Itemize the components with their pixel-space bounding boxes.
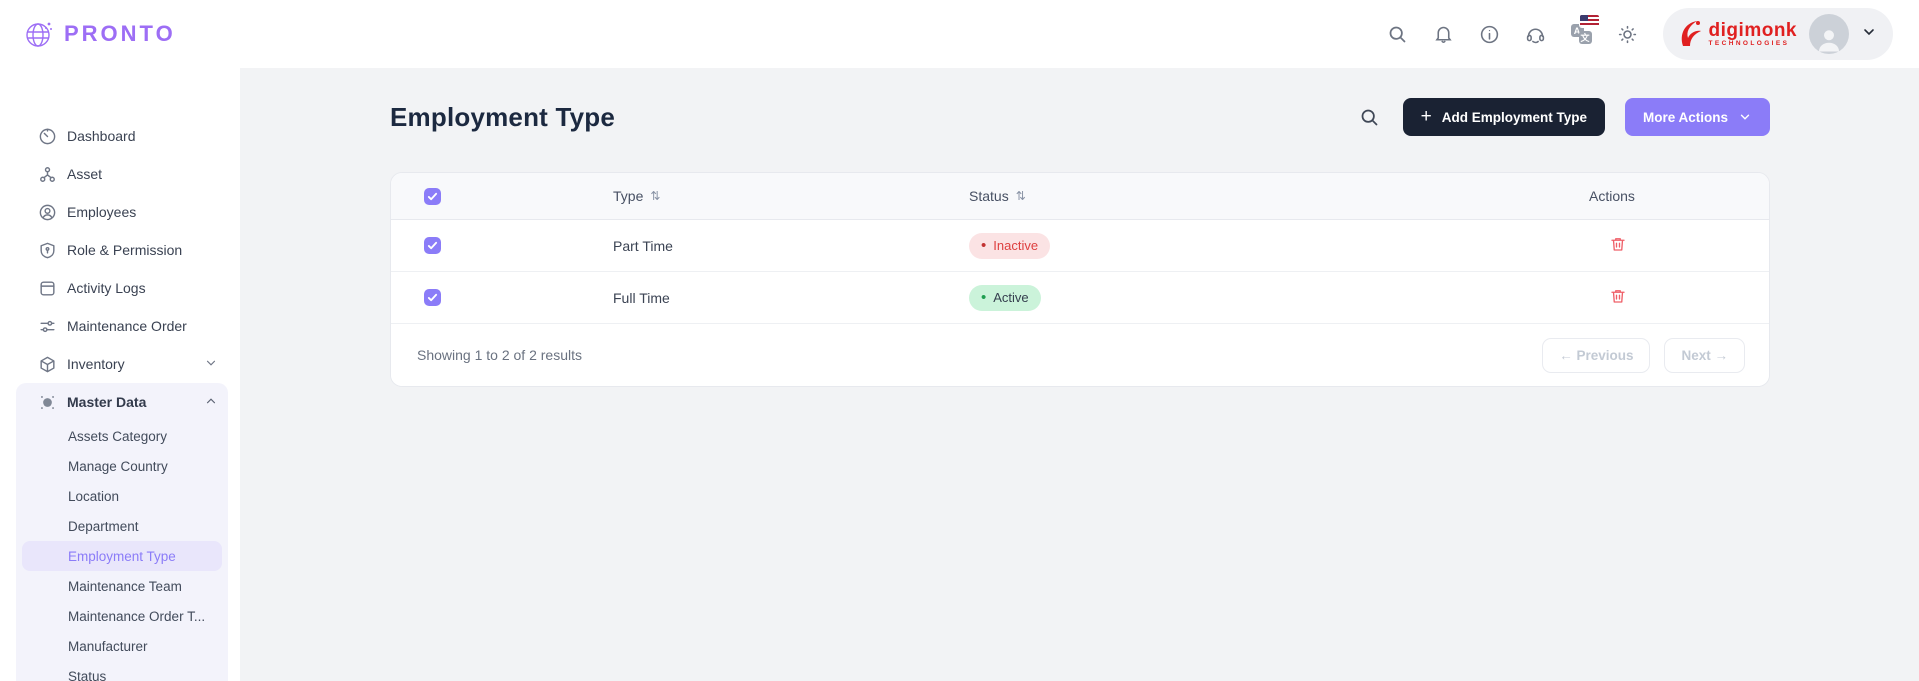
table-row: Full Time • Active bbox=[391, 272, 1769, 324]
add-employment-type-button[interactable]: + Add Employment Type bbox=[1402, 98, 1605, 136]
status-dot: • bbox=[981, 237, 987, 254]
row-checkbox[interactable] bbox=[424, 289, 441, 306]
type-cell: Full Time bbox=[613, 289, 670, 306]
plus-icon: + bbox=[1420, 105, 1432, 127]
table-footer: Showing 1 to 2 of 2 results ← Previous N… bbox=[391, 324, 1769, 386]
asset-hierarchy-icon bbox=[38, 165, 57, 184]
language-translate-icon[interactable]: A 文 bbox=[1570, 15, 1599, 45]
sidebar: Dashboard Asset Employees Role & Permiss… bbox=[0, 68, 240, 681]
sliders-icon bbox=[38, 317, 57, 336]
brand-name: PRONTO bbox=[64, 21, 176, 46]
sidebar-item-dashboard[interactable]: Dashboard bbox=[16, 117, 228, 155]
status-badge: • Active bbox=[969, 284, 1041, 311]
status-badge: • Inactive bbox=[969, 232, 1051, 259]
main-content: Employment Type + Add Employment Type Mo… bbox=[240, 68, 1919, 681]
sort-icon[interactable]: ⇅ bbox=[650, 189, 661, 203]
chevron-down-icon bbox=[204, 356, 218, 373]
theme-sun-icon[interactable] bbox=[1617, 23, 1639, 45]
company-logo: digimonk TECHNOLOGIES bbox=[1677, 18, 1797, 50]
page-title: Employment Type bbox=[390, 101, 616, 132]
sidebar-label: Role & Permission bbox=[67, 242, 183, 258]
status-label: Active bbox=[993, 290, 1029, 305]
shield-icon bbox=[38, 241, 57, 260]
table-row: Part Time • Inactive bbox=[391, 220, 1769, 272]
sidebar-subitem-employment-type[interactable]: Employment Type bbox=[22, 541, 222, 571]
sidebar-item-inventory[interactable]: Inventory bbox=[16, 345, 228, 383]
search-icon[interactable] bbox=[1387, 23, 1409, 45]
brand-logo[interactable]: PRONTO bbox=[22, 17, 176, 51]
status-dot: • bbox=[981, 289, 987, 306]
column-header-actions: Actions bbox=[1589, 188, 1635, 204]
previous-page-button[interactable]: ← Previous bbox=[1542, 337, 1651, 373]
translate-cjk-glyph: 文 bbox=[1578, 31, 1592, 44]
sort-icon[interactable]: ⇅ bbox=[1015, 189, 1026, 203]
delete-trash-icon[interactable] bbox=[1607, 235, 1629, 257]
sidebar-label: Activity Logs bbox=[67, 280, 146, 296]
profile-menu[interactable]: digimonk TECHNOLOGIES bbox=[1662, 8, 1893, 60]
sidebar-item-maintenance-order[interactable]: Maintenance Order bbox=[16, 307, 228, 345]
sidebar-label: Inventory bbox=[67, 356, 125, 372]
sidebar-subitem-assets-category[interactable]: Assets Category bbox=[68, 428, 168, 444]
results-summary: Showing 1 to 2 of 2 results bbox=[417, 347, 582, 363]
top-header: PRONTO A 文 bbox=[0, 0, 1919, 68]
sidebar-item-master-data[interactable]: Master Data bbox=[16, 383, 228, 421]
type-cell: Part Time bbox=[613, 237, 673, 254]
us-flag-icon bbox=[1579, 15, 1599, 27]
employment-type-table-card: Type ⇅ Status ⇅ Actions Part Time • bbox=[390, 172, 1770, 387]
column-header-status[interactable]: Status bbox=[969, 188, 1009, 204]
chevron-down-icon bbox=[1740, 114, 1750, 120]
table-search-icon[interactable] bbox=[1359, 105, 1383, 129]
row-checkbox[interactable] bbox=[424, 237, 441, 254]
company-name: digimonk bbox=[1708, 19, 1797, 41]
chevron-up-icon bbox=[204, 394, 218, 411]
employees-icon bbox=[38, 203, 57, 222]
support-headset-icon[interactable] bbox=[1525, 23, 1547, 45]
sidebar-item-role-permission[interactable]: Role & Permission bbox=[16, 231, 228, 269]
user-avatar[interactable] bbox=[1809, 14, 1849, 54]
sidebar-label: Dashboard bbox=[67, 128, 136, 144]
sidebar-item-employees[interactable]: Employees bbox=[16, 193, 228, 231]
sidebar-subitem-manufacturer[interactable]: Manufacturer bbox=[68, 638, 148, 654]
sidebar-label: Asset bbox=[67, 166, 103, 182]
sidebar-subitem-maintenance-team[interactable]: Maintenance Team bbox=[68, 578, 182, 594]
globe-logo-icon bbox=[26, 22, 52, 47]
delete-trash-icon[interactable] bbox=[1607, 287, 1629, 309]
more-actions-button[interactable]: More Actions bbox=[1624, 98, 1770, 136]
more-actions-label: More Actions bbox=[1642, 109, 1728, 125]
cube-icon bbox=[38, 355, 57, 374]
status-label: Inactive bbox=[993, 238, 1039, 253]
add-button-label: Add Employment Type bbox=[1441, 109, 1587, 125]
next-page-button[interactable]: Next → bbox=[1664, 337, 1745, 373]
sidebar-subitem-maintenance-order-type[interactable]: Maintenance Order T... bbox=[68, 608, 206, 624]
activity-logs-icon bbox=[38, 279, 57, 298]
notifications-bell-icon[interactable] bbox=[1433, 23, 1455, 45]
company-tagline: TECHNOLOGIES bbox=[1708, 39, 1790, 47]
sidebar-label: Master Data bbox=[67, 394, 147, 410]
sidebar-label: Employees bbox=[67, 204, 137, 220]
sidebar-subitem-department[interactable]: Department bbox=[68, 518, 139, 534]
sidebar-subitem-status[interactable]: Status bbox=[68, 668, 107, 681]
master-data-icon bbox=[38, 393, 57, 412]
digimonk-swoosh-icon bbox=[1681, 21, 1701, 46]
sidebar-item-asset[interactable]: Asset bbox=[16, 155, 228, 193]
table-header-row: Type ⇅ Status ⇅ Actions bbox=[391, 173, 1769, 220]
profile-chevron-down-icon[interactable] bbox=[1861, 24, 1877, 45]
column-header-type[interactable]: Type bbox=[613, 188, 644, 204]
info-icon[interactable] bbox=[1479, 23, 1501, 45]
sidebar-item-activity-logs[interactable]: Activity Logs bbox=[16, 269, 228, 307]
sidebar-subitem-location[interactable]: Location bbox=[68, 488, 120, 504]
select-all-checkbox[interactable] bbox=[424, 187, 441, 205]
sidebar-label: Maintenance Order bbox=[67, 318, 187, 334]
master-data-section: Master Data Assets Category Manage Count… bbox=[16, 383, 228, 681]
dashboard-icon bbox=[38, 127, 57, 146]
sidebar-subitem-manage-country[interactable]: Manage Country bbox=[68, 458, 168, 474]
